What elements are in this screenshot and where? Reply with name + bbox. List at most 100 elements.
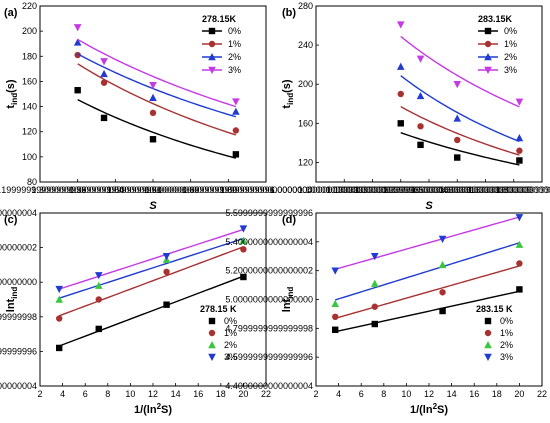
x-tick-label: 10: [401, 389, 411, 399]
x-tick-label: 12: [148, 389, 158, 399]
data-point: [396, 62, 405, 70]
data-point: [149, 82, 157, 90]
x-tick-label: 6: [359, 389, 364, 399]
x-tick-label: 22: [537, 389, 547, 399]
data-point: [453, 114, 462, 122]
legend-label: 1%: [228, 39, 241, 49]
data-point: [232, 98, 240, 106]
panel-label: (b): [282, 7, 296, 19]
y-axis-label: lntind: [5, 287, 19, 313]
legend-label: 2%: [504, 52, 517, 62]
series-3pct: [396, 21, 524, 108]
x-tick-label: 1.69999999999999996: [182, 185, 275, 195]
chart-panel-c: 2 4 6 8 10 12 14 16 18 20 22 4.4000000000000004 4.59…: [0, 208, 271, 416]
data-point: [100, 69, 108, 78]
x-tick-label: 1.39999999999999991: [383, 185, 476, 195]
x-tick-label: 2: [37, 389, 42, 399]
legend-label: 3%: [500, 352, 513, 362]
legend-label: 0%: [224, 316, 237, 326]
y-tick-label: 4.5999999999999996: [0, 346, 37, 356]
y-tick-label: 80: [27, 177, 37, 187]
series-0pct: [74, 87, 240, 159]
data-point: [100, 79, 108, 86]
data-point: [397, 90, 404, 98]
series-3pct: [73, 24, 240, 108]
fit-line: [400, 131, 520, 166]
data-point: [454, 154, 461, 161]
data-point: [95, 325, 102, 333]
x-tick-label: 1.30000000000000004: [354, 185, 447, 195]
data-point: [371, 320, 378, 328]
data-point: [95, 296, 102, 303]
fit-line: [77, 63, 237, 136]
y-axis-label: lntind: [281, 287, 295, 313]
legend-marker: [208, 341, 216, 349]
fit-line: [335, 290, 520, 333]
fit-line: [77, 98, 237, 159]
series-0pct: [332, 286, 523, 333]
data-point: [439, 307, 446, 315]
data-point: [397, 120, 404, 127]
data-point: [370, 279, 379, 287]
panel-label: (d): [282, 214, 296, 226]
data-point: [149, 93, 157, 101]
y-tick-label: 5.4000000000000004: [225, 237, 313, 247]
data-point: [163, 301, 170, 308]
fit-line: [77, 53, 237, 118]
data-point: [454, 136, 461, 144]
fit-line: [58, 246, 244, 317]
legend-marker: [484, 53, 492, 61]
x-tick-label: 12: [424, 389, 434, 399]
data-point: [74, 51, 81, 59]
x-tick-label: 10: [125, 389, 135, 399]
data-point: [73, 24, 82, 32]
x-tick-label: 8: [105, 389, 110, 399]
x-tick-label: 1.80000000000000004: [220, 185, 313, 195]
legend-marker: [208, 53, 216, 61]
legend-marker: [208, 317, 216, 325]
legend-marker: [208, 66, 216, 74]
legend: 283.15K 0% 1% 2% 3%: [478, 14, 517, 75]
data-point: [417, 123, 424, 130]
x-tick-label: 16: [469, 389, 479, 399]
series-2pct: [55, 236, 248, 303]
legend-marker: [484, 27, 492, 35]
x-tick-label: 20: [514, 389, 524, 399]
legend-label: 3%: [504, 65, 517, 75]
panel-label: (c): [4, 214, 18, 226]
data-point: [417, 141, 424, 149]
x-tick-label: 4: [60, 389, 65, 399]
fit-line: [58, 228, 244, 290]
series-0pct: [56, 273, 247, 352]
y-tick-label: 4.4000000000000004: [0, 381, 37, 391]
data-point: [515, 134, 524, 142]
y-tick-label: 120: [298, 157, 313, 167]
x-tick-label: 20: [238, 389, 248, 399]
y-tick-label: 160: [22, 76, 37, 86]
y-tick-label: 280: [298, 1, 313, 11]
data-point: [239, 236, 248, 244]
data-point: [331, 267, 340, 275]
x-tick-label: 14: [447, 389, 457, 399]
data-point: [438, 235, 447, 243]
data-point: [100, 114, 108, 122]
data-point: [163, 268, 170, 276]
data-point: [516, 286, 523, 293]
series-2pct: [73, 38, 240, 118]
y-tick-label: 5.2000000000000002: [0, 243, 37, 253]
data-point: [232, 151, 240, 158]
data-point: [516, 157, 523, 164]
y-tick-label: 5.0000000000000000: [225, 295, 313, 305]
legend-label: 1%: [224, 328, 237, 338]
data-point: [94, 281, 103, 289]
data-point: [332, 326, 339, 333]
x-tick-label: 1.80000000000000004: [496, 185, 550, 195]
data-point: [149, 109, 157, 117]
data-point: [239, 225, 248, 233]
x-axis-label: 1/(ln2S): [410, 402, 448, 416]
legend-marker: [208, 40, 216, 48]
y-tick-label: 5.0000000000000000: [0, 277, 37, 287]
fit-line: [58, 237, 244, 299]
x-tick-label: 1.50000000000000000: [411, 185, 504, 195]
